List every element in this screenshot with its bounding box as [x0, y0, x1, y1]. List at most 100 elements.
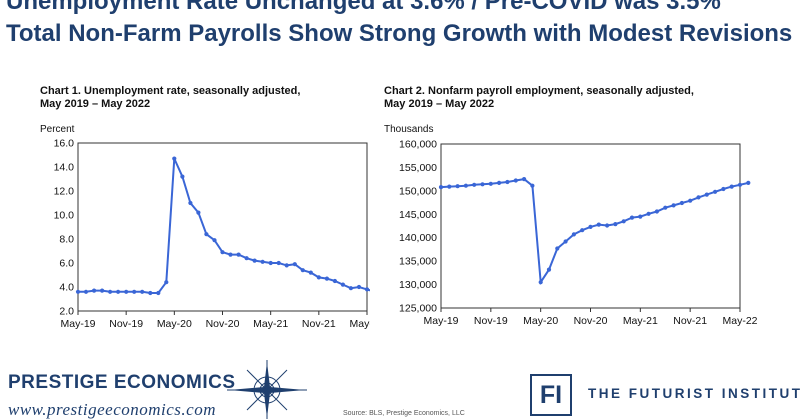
chart2-y-tick-label: 145,000 — [399, 209, 437, 221]
chart2-data-point — [505, 179, 510, 185]
chart2-data-point — [580, 228, 585, 233]
chart1-data-point — [116, 289, 121, 294]
chart2-data-point — [605, 223, 610, 228]
chart2-data-point — [588, 224, 593, 229]
chart1-x-tick-label: May-22 — [349, 318, 370, 330]
chart1-data-point — [260, 259, 265, 264]
chart2-x-tick-label: May-19 — [423, 315, 458, 327]
futurist-institute-logo: FI — [530, 374, 572, 416]
chart1-y-tick-label: 4.0 — [59, 282, 74, 294]
chart2-data-point — [596, 222, 601, 227]
chart1-data-point — [308, 270, 313, 275]
chart2-data-point — [663, 205, 668, 210]
chart2-x-tick-label: Nov-19 — [474, 315, 508, 327]
chart1-data-point — [324, 276, 329, 281]
chart1-data-point — [228, 252, 233, 257]
chart1-data-point — [284, 263, 289, 268]
chart1-data-point — [292, 262, 297, 267]
chart2-data-point — [613, 222, 618, 227]
chart1-data-point — [156, 290, 161, 296]
chart2-data-point — [629, 215, 635, 220]
chart2-x-tick-label: May-21 — [623, 315, 658, 327]
chart2-y-tick-label: 155,000 — [399, 162, 437, 174]
chart1-y-tick-label: 16.0 — [54, 138, 75, 150]
chart1-data-point — [188, 200, 193, 206]
chart2-y-axis-label: Thousands — [384, 124, 433, 135]
chart1-data-point — [204, 232, 209, 237]
chart2-data-point — [571, 232, 576, 237]
chart1-y-tick-label: 6.0 — [59, 258, 74, 270]
chart1-data-point — [236, 252, 241, 257]
chart1-y-tick-label: 8.0 — [59, 234, 74, 246]
chart1-data-point — [100, 288, 105, 293]
chart2-data-point — [455, 184, 460, 189]
footer: PRESTIGE ECONOMICS www.prestigeeconomics… — [0, 360, 800, 419]
chart1-data-point — [316, 275, 321, 280]
chart2-y-tick-label: 160,000 — [399, 139, 437, 151]
chart1-data-point — [92, 288, 97, 293]
chart2-title-line-1: Chart 2. Nonfarm payroll employment, sea… — [384, 85, 694, 97]
chart2-y-tick-label: 140,000 — [399, 232, 437, 244]
chart1-y-tick-label: 12.0 — [54, 186, 75, 198]
chart1-x-tick-label: Nov-20 — [206, 318, 240, 330]
chart2-data-point — [530, 183, 535, 188]
compass-rose-icon — [227, 360, 307, 419]
chart2-data-point — [688, 198, 693, 203]
chart1-data-point — [340, 282, 345, 287]
chart2-data-point — [522, 177, 527, 182]
chart2-data-point — [513, 178, 518, 183]
chart2-y-tick-label: 130,000 — [399, 279, 437, 291]
chart2-data-point — [713, 189, 718, 194]
chart2-y-tick-label: 150,000 — [399, 185, 437, 197]
chart2-y-tick-label: 125,000 — [399, 303, 437, 315]
chart2-data-point — [729, 184, 734, 189]
chart1-data-point — [244, 256, 249, 261]
chart2-data-point — [721, 186, 726, 192]
chart1-plot-frame — [77, 142, 368, 312]
chart1-x-tick-label: Nov-21 — [302, 318, 336, 330]
chart2-data-point — [546, 267, 552, 272]
chart1-data-point — [348, 286, 353, 291]
chart2-data-point — [737, 182, 743, 187]
chart2-x-tick-label: Nov-20 — [574, 315, 608, 327]
chart2-data-point — [497, 180, 502, 185]
chart1-data-point — [276, 260, 281, 266]
chart1-y-tick-label: 10.0 — [54, 210, 75, 222]
chart2-data-point — [555, 246, 560, 251]
chart1-data-point — [356, 284, 362, 290]
chart2-data-point — [480, 182, 485, 187]
chart1-y-tick-label: 14.0 — [54, 162, 75, 174]
chart2-data-point — [563, 239, 568, 244]
chart1-series-line — [78, 158, 370, 294]
source-note: Source: BLS, Prestige Economics, LLC — [343, 410, 465, 417]
chart2-data-point — [696, 195, 701, 200]
chart1-data-point — [220, 250, 225, 255]
chart1-x-tick-label: May-19 — [60, 318, 95, 330]
chart2-data-point — [638, 214, 643, 219]
chart1-x-tick-label: May-20 — [157, 318, 192, 330]
chart2-data-point — [438, 185, 444, 190]
chart1-data-point — [300, 268, 305, 273]
chart2-data-point — [447, 184, 452, 189]
chart1-data-point — [148, 290, 153, 296]
chart2-data-point — [488, 181, 493, 186]
chart2-series-line — [440, 178, 749, 286]
chart1-y-tick-label: 2.0 — [59, 306, 74, 318]
chart1-data-point — [164, 280, 169, 285]
unemployment-chart: Chart 1. Unemployment rate, seasonally a… — [40, 85, 370, 330]
chart1-data-point — [268, 260, 273, 266]
brand-url[interactable]: www.prestigeeconomics.com — [8, 400, 216, 419]
chart2-data-point — [463, 183, 468, 188]
chart2-data-point — [654, 209, 659, 214]
chart2-x-tick-label: May-20 — [523, 315, 558, 327]
chart1-data-point — [196, 210, 201, 215]
chart1-data-point — [108, 289, 113, 294]
chart2-data-point — [679, 200, 684, 206]
chart2-y-tick-label: 135,000 — [399, 256, 437, 268]
chart1-data-point — [75, 289, 81, 294]
payroll-chart: Chart 2. Nonfarm payroll employment, sea… — [384, 85, 758, 327]
chart1-data-point — [172, 156, 177, 161]
chart1-x-tick-label: May-21 — [253, 318, 288, 330]
chart1-data-point — [124, 289, 129, 294]
chart2-x-tick-label: May-22 — [722, 315, 757, 327]
